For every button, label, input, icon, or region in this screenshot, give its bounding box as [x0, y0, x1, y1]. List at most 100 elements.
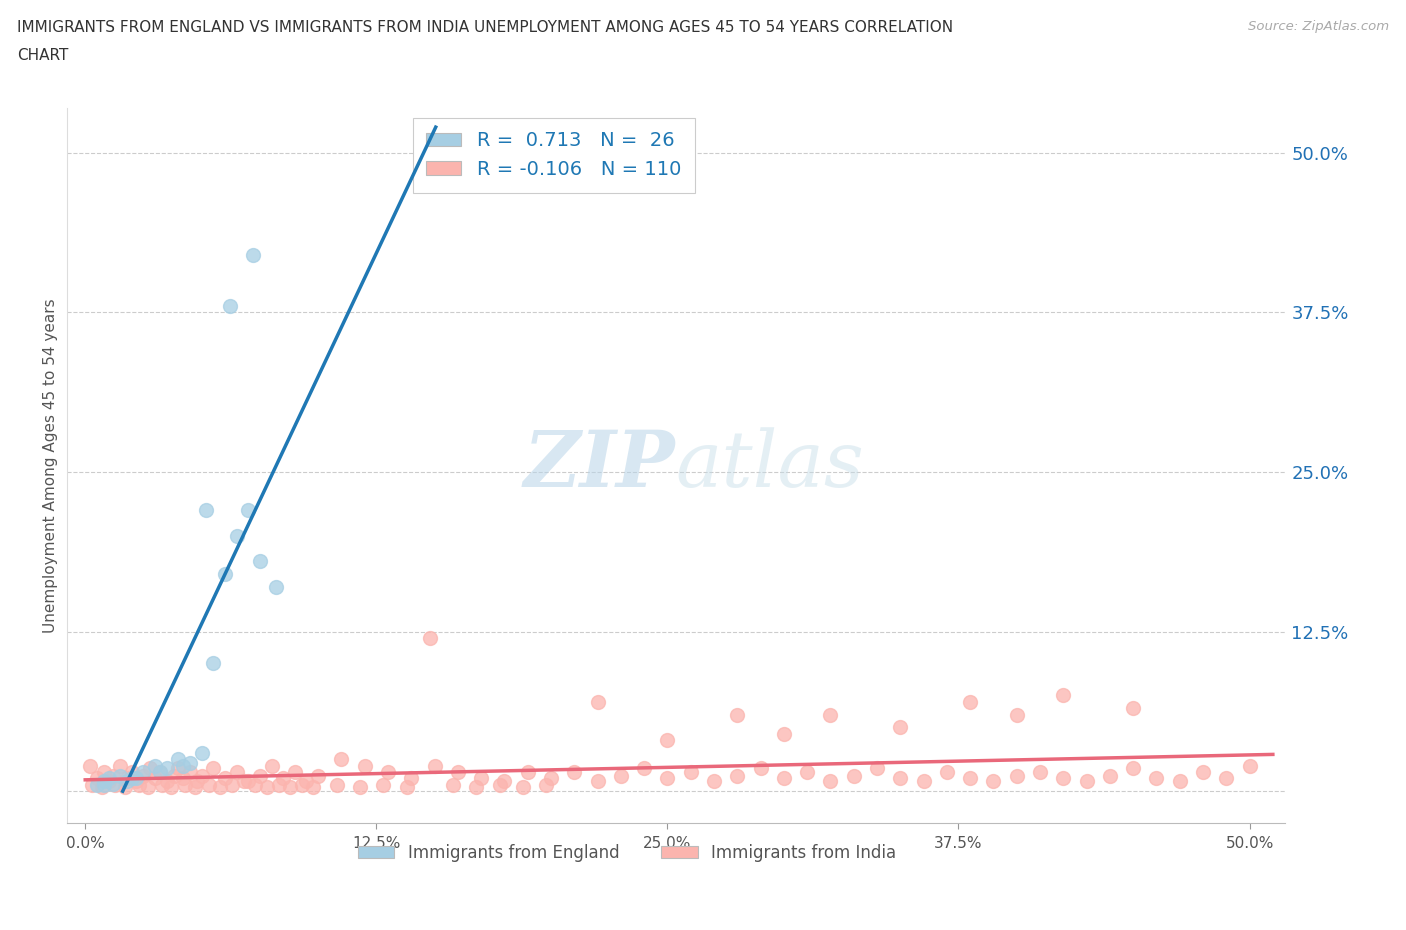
Point: [465, 780, 488, 795]
Point: [86, 777, 108, 792]
Text: Source: ZipAtlas.com: Source: ZipAtlas.com: [1249, 20, 1389, 33]
Point: [163, 768, 186, 783]
Point: [101, 777, 124, 791]
Point: [214, 566, 236, 581]
Point: [121, 771, 143, 786]
Point: [959, 771, 981, 786]
Point: [93, 777, 115, 792]
Point: [136, 780, 159, 795]
Point: [260, 758, 283, 773]
Point: [190, 746, 212, 761]
Point: [93, 764, 115, 779]
Point: [1168, 774, 1191, 789]
Text: ZIP: ZIP: [524, 427, 675, 504]
Point: [983, 774, 1005, 789]
Point: [108, 768, 131, 783]
Point: [820, 774, 842, 789]
Point: [202, 761, 225, 776]
Point: [1052, 688, 1074, 703]
Point: [108, 758, 131, 773]
Point: [183, 780, 205, 795]
Point: [377, 764, 399, 779]
Point: [1122, 761, 1144, 776]
Point: [866, 761, 889, 776]
Point: [796, 764, 818, 779]
Point: [1098, 768, 1121, 783]
Point: [562, 764, 585, 779]
Point: [249, 554, 271, 569]
Point: [679, 764, 702, 779]
Point: [725, 768, 748, 783]
Point: [820, 707, 842, 722]
Point: [79, 758, 101, 773]
Point: [330, 751, 353, 766]
Point: [772, 771, 794, 786]
Point: [1005, 768, 1028, 783]
Point: [172, 758, 194, 773]
Point: [143, 758, 166, 773]
Point: [516, 764, 538, 779]
Point: [132, 764, 155, 779]
Text: atlas: atlas: [675, 428, 865, 504]
Point: [156, 774, 179, 789]
Point: [264, 579, 287, 594]
Point: [86, 771, 108, 786]
Point: [749, 761, 772, 776]
Point: [1029, 764, 1052, 779]
Point: [245, 777, 267, 792]
Point: [536, 777, 558, 792]
Point: [197, 777, 219, 792]
Point: [190, 768, 212, 783]
Point: [209, 780, 232, 795]
Point: [249, 768, 271, 783]
Point: [156, 761, 179, 776]
Point: [912, 774, 935, 789]
Point: [657, 771, 679, 786]
Point: [82, 777, 104, 792]
Point: [633, 761, 655, 776]
Point: [470, 771, 492, 786]
Point: [186, 774, 208, 789]
Point: [115, 774, 138, 789]
Point: [218, 299, 240, 313]
Point: [128, 777, 150, 792]
Point: [399, 771, 422, 786]
Point: [238, 503, 260, 518]
Point: [202, 656, 225, 671]
Point: [172, 771, 194, 786]
Point: [238, 774, 260, 789]
Point: [349, 780, 371, 795]
Point: [256, 780, 278, 795]
Point: [278, 780, 301, 795]
Point: [93, 774, 115, 789]
Point: [115, 771, 138, 786]
Point: [160, 780, 183, 795]
Point: [447, 764, 470, 779]
Point: [271, 771, 294, 786]
Point: [494, 774, 516, 789]
Point: [353, 758, 375, 773]
Point: [149, 764, 172, 779]
Point: [125, 774, 148, 789]
Point: [1052, 771, 1074, 786]
Point: [97, 771, 120, 786]
Point: [232, 774, 254, 789]
Point: [1076, 774, 1098, 789]
Point: [90, 780, 112, 795]
Point: [842, 768, 865, 783]
Point: [167, 751, 190, 766]
Point: [512, 780, 534, 795]
Point: [174, 777, 197, 792]
Point: [1239, 758, 1261, 773]
Point: [302, 780, 325, 795]
Point: [121, 764, 143, 779]
Point: [150, 777, 173, 792]
Point: [1144, 771, 1167, 786]
Point: [149, 764, 172, 779]
Point: [132, 768, 155, 783]
Point: [295, 774, 318, 789]
Point: [373, 777, 395, 792]
Point: [195, 503, 218, 518]
Point: [114, 780, 136, 795]
Legend: Immigrants from England, Immigrants from India: Immigrants from England, Immigrants from…: [352, 837, 903, 869]
